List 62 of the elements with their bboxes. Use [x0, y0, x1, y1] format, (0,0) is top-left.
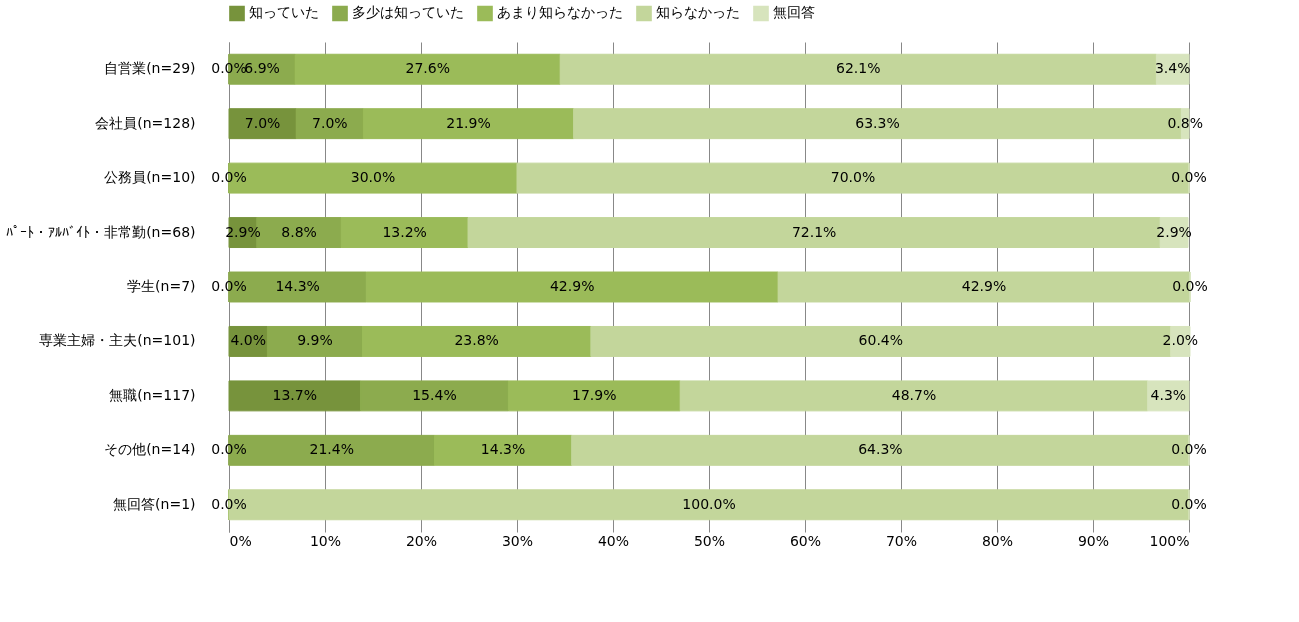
y-tick-label: その他(n=14) [104, 441, 196, 458]
data-label: 3.4% [1154, 60, 1191, 77]
data-label: 2.0% [1162, 332, 1199, 349]
data-label: 9.9% [297, 332, 333, 349]
data-label: 21.4% [309, 441, 354, 458]
y-tick-label: 公務員(n=10) [104, 169, 196, 186]
data-label: 0.8% [1167, 114, 1203, 131]
legend-label: 知らなかった [656, 4, 740, 21]
data-label: 60.4% [858, 332, 904, 349]
data-label: 27.6% [405, 60, 450, 77]
y-tick-label: 専業主婦・主夫(n=101) [39, 332, 196, 349]
data-label: 14.3% [480, 441, 526, 458]
data-label: 63.3% [855, 114, 900, 131]
data-label: 14.3% [275, 278, 320, 294]
data-label: 23.8% [454, 332, 499, 349]
legend-label: あまり知らなかった [497, 4, 623, 21]
y-tick-label: 無職(n=117) [109, 386, 196, 403]
x-tick-label: 50% [693, 532, 726, 549]
x-tick-label: 60% [789, 532, 822, 549]
data-label: 13.2% [382, 223, 427, 240]
data-label: 6.9% [244, 60, 280, 77]
x-tick-label: 20% [405, 532, 438, 549]
data-label: 100.0% [682, 495, 736, 512]
data-label: 21.9% [446, 114, 491, 131]
data-label: 64.3% [858, 441, 903, 458]
data-label: 0.0% [1171, 495, 1207, 512]
data-label: 48.7% [891, 386, 937, 403]
data-label: 30.0% [350, 169, 396, 186]
data-label: 0.0% [211, 495, 247, 512]
data-label: 4.0% [230, 332, 266, 349]
x-tick-label: 100% [1149, 532, 1190, 549]
data-label: 13.7% [272, 386, 317, 403]
x-tick-label: 90% [1077, 532, 1110, 549]
y-tick-label: 無回答(n=1) [113, 495, 196, 512]
x-tick-label: 80% [981, 532, 1014, 549]
data-label: 0.0% [1172, 278, 1208, 294]
y-tick-label: 学生(n=7) [127, 278, 196, 294]
data-label: 8.8% [281, 223, 317, 240]
x-tick-label: 0% [229, 532, 252, 549]
x-tick-label: 70% [885, 532, 918, 549]
legend-label: 多少は知っていた [352, 4, 464, 21]
legend-label: 無回答 [773, 4, 815, 21]
data-label: 0.0% [1171, 169, 1207, 186]
data-label: 70.0% [830, 169, 876, 186]
data-label: 17.9% [572, 386, 617, 403]
data-label: 2.9% [1156, 223, 1192, 240]
y-tick-label: 自営業(n=29) [104, 60, 196, 77]
data-label: 7.0% [312, 114, 348, 131]
y-tick-label: ﾊﾟｰﾄ・ｱﾙﾊﾞｲﾄ・非常勤(n=68) [6, 223, 196, 240]
data-label: 42.9% [961, 278, 1007, 294]
legend-label: 知っていた [249, 4, 319, 21]
data-label: 62.1% [836, 60, 881, 77]
x-tick-label: 30% [501, 532, 534, 549]
data-label: 4.3% [1150, 386, 1187, 403]
x-tick-label: 40% [597, 532, 630, 549]
data-label: 72.1% [791, 223, 837, 240]
data-label: 0.0% [1171, 441, 1207, 458]
data-label: 42.9% [549, 278, 595, 294]
data-label: 7.0% [244, 114, 281, 131]
y-tick-label: 会社員(n=128) [95, 114, 196, 131]
data-label: 15.4% [412, 386, 457, 403]
x-tick-label: 10% [309, 532, 342, 549]
